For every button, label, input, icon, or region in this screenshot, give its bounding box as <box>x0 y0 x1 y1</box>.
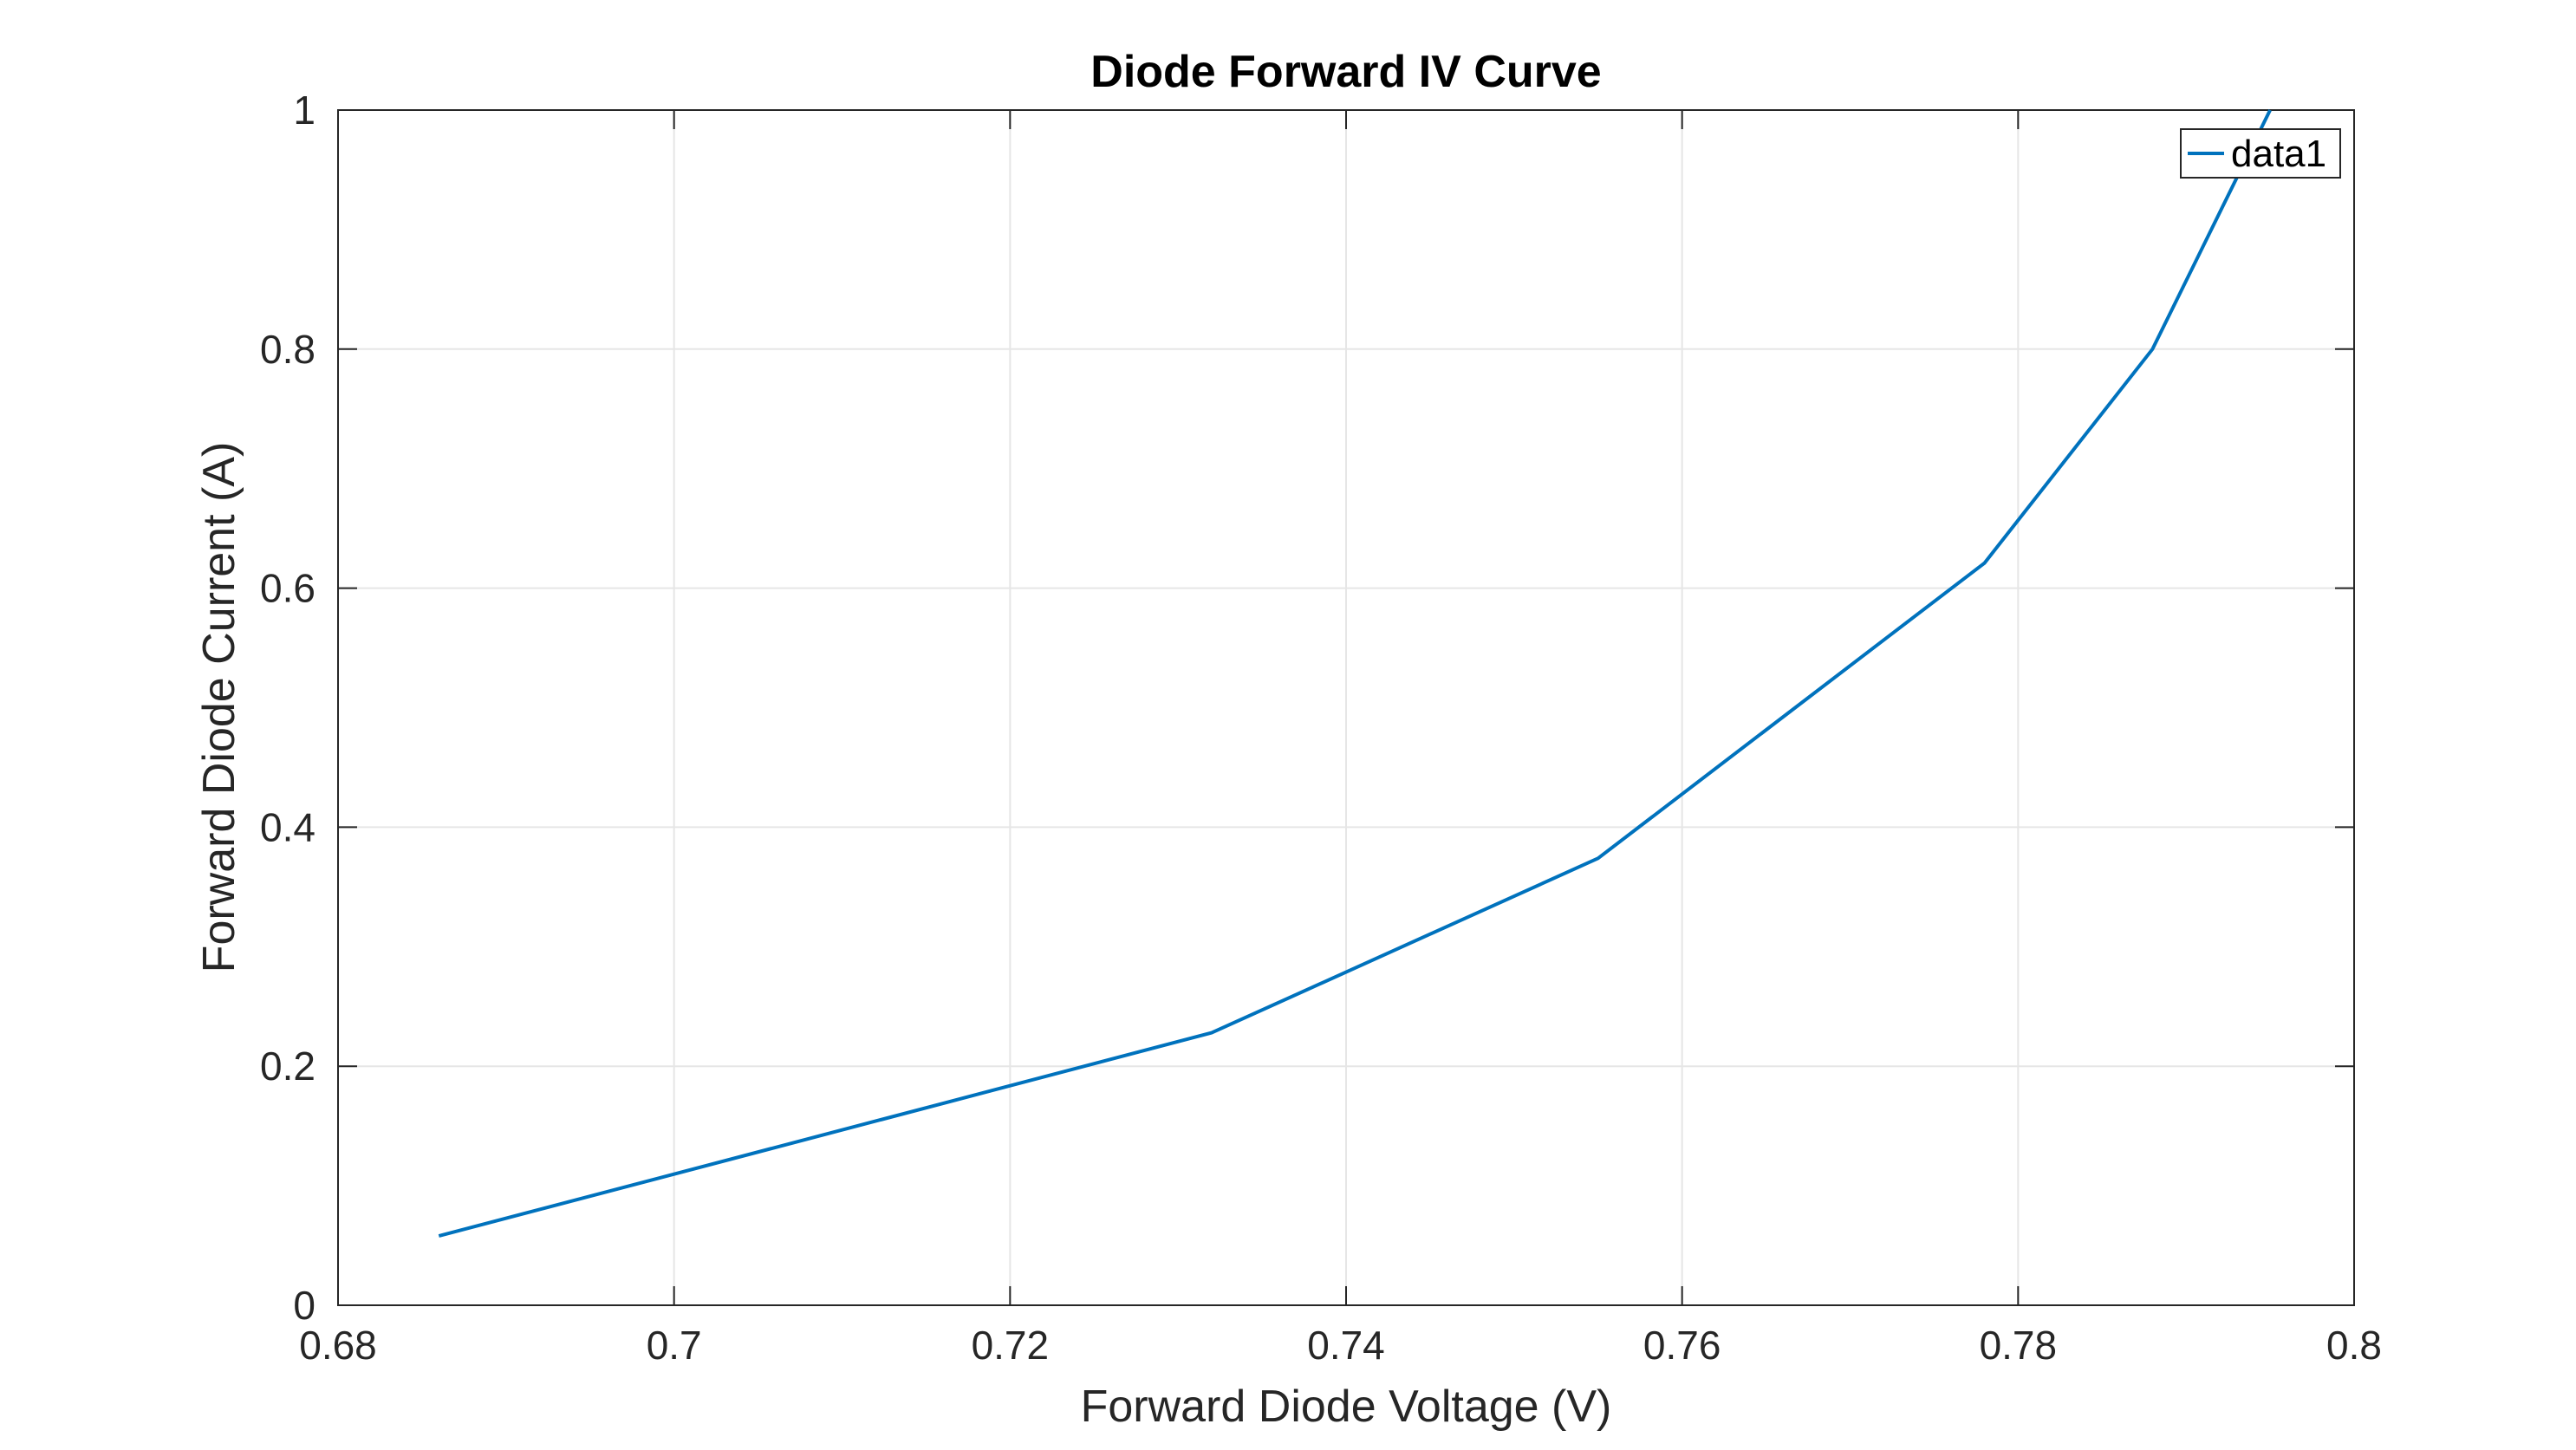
x-tick-label: 0.8 <box>2326 1323 2382 1368</box>
x-tick-label: 0.76 <box>1643 1323 1721 1368</box>
x-tick-label: 0.68 <box>299 1323 377 1368</box>
y-tick-labels: 0 0.2 0.4 0.6 0.8 1 <box>260 88 315 1328</box>
y-axis-label: Forward Diode Current (A) <box>194 442 244 973</box>
y-tick-label: 0.4 <box>260 804 315 849</box>
legend-label-data1: data1 <box>2231 133 2326 175</box>
y-tick-label: 1 <box>293 88 315 133</box>
y-tick-label: 0 <box>293 1283 315 1328</box>
x-axis-label: Forward Diode Voltage (V) <box>1081 1382 1612 1432</box>
legend[interactable]: data1 <box>2181 129 2340 178</box>
y-tick-label: 0.6 <box>260 566 315 611</box>
x-tick-label: 0.72 <box>972 1323 1050 1368</box>
x-tick-label: 0.74 <box>1307 1323 1385 1368</box>
y-tick-label: 0.8 <box>260 327 315 372</box>
y-tick-label: 0.2 <box>260 1044 315 1089</box>
chart-title: Diode Forward IV Curve <box>1090 47 1601 97</box>
x-tick-label: 0.78 <box>1980 1323 2058 1368</box>
x-tick-label: 0.7 <box>647 1323 702 1368</box>
x-tick-labels: 0.68 0.7 0.72 0.74 0.76 0.78 0.8 <box>299 1323 2382 1368</box>
